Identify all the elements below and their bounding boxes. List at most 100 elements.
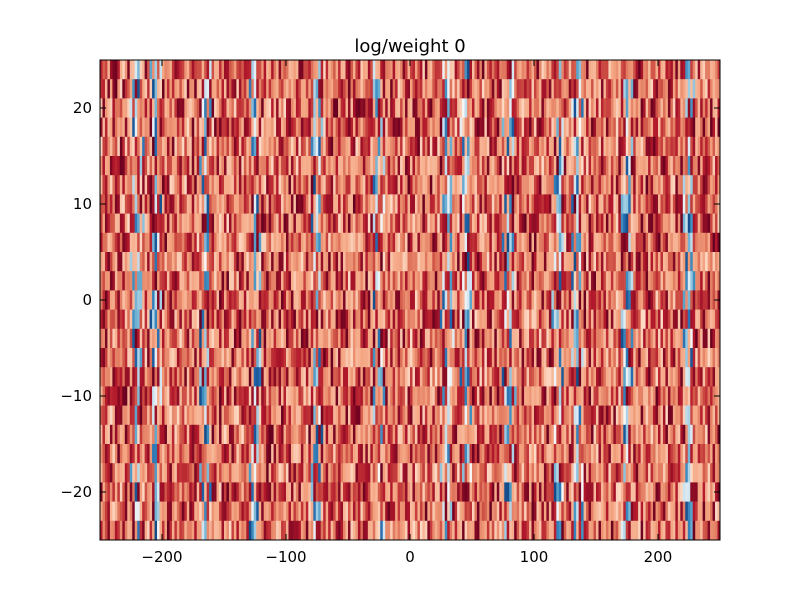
heatmap-cell: [352, 136, 356, 157]
heatmap-cell: [315, 328, 319, 349]
heatmap-cell: [479, 156, 483, 176]
heatmap-cell: [405, 79, 408, 99]
heatmap-cell: [667, 60, 671, 80]
heatmap-cell: [610, 405, 614, 426]
heatmap-cell: [144, 290, 148, 310]
heatmap-cell: [149, 232, 153, 253]
heatmap-cell: [610, 156, 614, 176]
heatmap-cell: [300, 309, 304, 330]
heatmap-cell: [596, 348, 599, 368]
heatmap-cell: [238, 136, 242, 157]
heatmap-cell: [449, 348, 453, 368]
heatmap-cell: [479, 309, 483, 330]
heatmap-cell: [449, 367, 453, 387]
heatmap-cell: [633, 405, 637, 426]
heatmap-cell: [650, 290, 654, 310]
heatmap-cell: [231, 232, 235, 253]
heatmap-cell: [578, 213, 582, 234]
heatmap-cell: [531, 309, 535, 330]
heatmap-cell: [231, 98, 235, 118]
heatmap-cell: [286, 175, 289, 195]
heatmap-cell: [422, 367, 426, 387]
heatmap-cell: [395, 98, 398, 118]
heatmap-cell: [643, 348, 646, 368]
heatmap-cell: [248, 136, 252, 157]
heatmap-cell: [486, 328, 490, 349]
heatmap-cell: [561, 79, 565, 99]
heatmap-cell: [387, 156, 391, 176]
heatmap-cell: [186, 386, 190, 406]
heatmap-cell: [662, 136, 666, 157]
heatmap-cell: [643, 117, 646, 138]
heatmap-cell: [568, 60, 572, 80]
heatmap-cell: [271, 98, 274, 118]
heatmap-cell: [556, 367, 560, 387]
heatmap-cell: [204, 348, 207, 368]
heatmap-cell: [623, 213, 627, 234]
heatmap-cell: [122, 156, 126, 176]
heatmap-cell: [290, 60, 294, 80]
heatmap-cell: [345, 156, 349, 176]
heatmap-cell: [610, 367, 614, 387]
heatmap-cell: [479, 252, 483, 272]
heatmap-cell: [474, 290, 478, 310]
heatmap-cell: [633, 290, 637, 310]
heatmap-cell: [563, 405, 567, 426]
heatmap-cell: [623, 194, 627, 214]
heatmap-cell: [258, 213, 262, 234]
heatmap-cell: [276, 213, 279, 234]
heatmap-cell: [576, 405, 579, 426]
heatmap-cell: [236, 271, 240, 291]
heatmap-cell: [340, 175, 344, 195]
heatmap-cell: [395, 405, 398, 426]
heatmap-cell: [442, 252, 446, 272]
heatmap-cell: [511, 290, 515, 310]
heatmap-cell: [395, 328, 398, 349]
heatmap-cell: [643, 386, 646, 406]
heatmap-cell: [538, 309, 542, 330]
heatmap-cell: [459, 424, 463, 445]
heatmap-cell: [534, 175, 537, 195]
heatmap-cell: [166, 117, 170, 138]
heatmap-cell: [248, 60, 252, 80]
heatmap-cell: [226, 348, 230, 368]
heatmap-cell: [256, 232, 260, 253]
heatmap-cell: [214, 79, 217, 99]
heatmap-cell: [571, 252, 575, 272]
heatmap-cell: [410, 386, 413, 406]
heatmap-cell: [712, 252, 716, 272]
heatmap-cell: [591, 175, 594, 195]
heatmap-cell: [660, 252, 664, 272]
heatmap-cell: [169, 328, 173, 349]
heatmap-cell: [710, 328, 713, 349]
heatmap-cell: [251, 194, 255, 214]
heatmap-cell: [484, 156, 488, 176]
heatmap-cell: [717, 175, 721, 195]
heatmap-cell: [414, 367, 418, 387]
heatmap-cell: [261, 328, 265, 349]
heatmap-cell: [464, 271, 468, 291]
heatmap-cell: [553, 290, 557, 310]
heatmap-cell: [630, 386, 634, 406]
heatmap-cell: [459, 405, 463, 426]
heatmap-cell: [224, 252, 227, 272]
heatmap-cell: [429, 290, 433, 310]
heatmap-cell: [553, 367, 557, 387]
heatmap-cell: [357, 60, 361, 80]
heatmap-cell: [476, 348, 480, 368]
heatmap-cell: [610, 290, 614, 310]
heatmap-cell: [506, 98, 510, 118]
heatmap-cell: [194, 367, 198, 387]
heatmap-cell: [653, 117, 656, 138]
heatmap-cell: [231, 194, 235, 214]
heatmap-cell: [449, 60, 453, 80]
heatmap-cell: [261, 309, 265, 330]
heatmap-cell: [598, 60, 602, 80]
heatmap-cell: [360, 194, 364, 214]
heatmap-cell: [338, 424, 341, 445]
heatmap-cell: [623, 117, 627, 138]
heatmap-cell: [628, 367, 632, 387]
heatmap-cell: [338, 213, 341, 234]
heatmap-cell: [174, 60, 178, 80]
heatmap-cell: [179, 405, 183, 426]
